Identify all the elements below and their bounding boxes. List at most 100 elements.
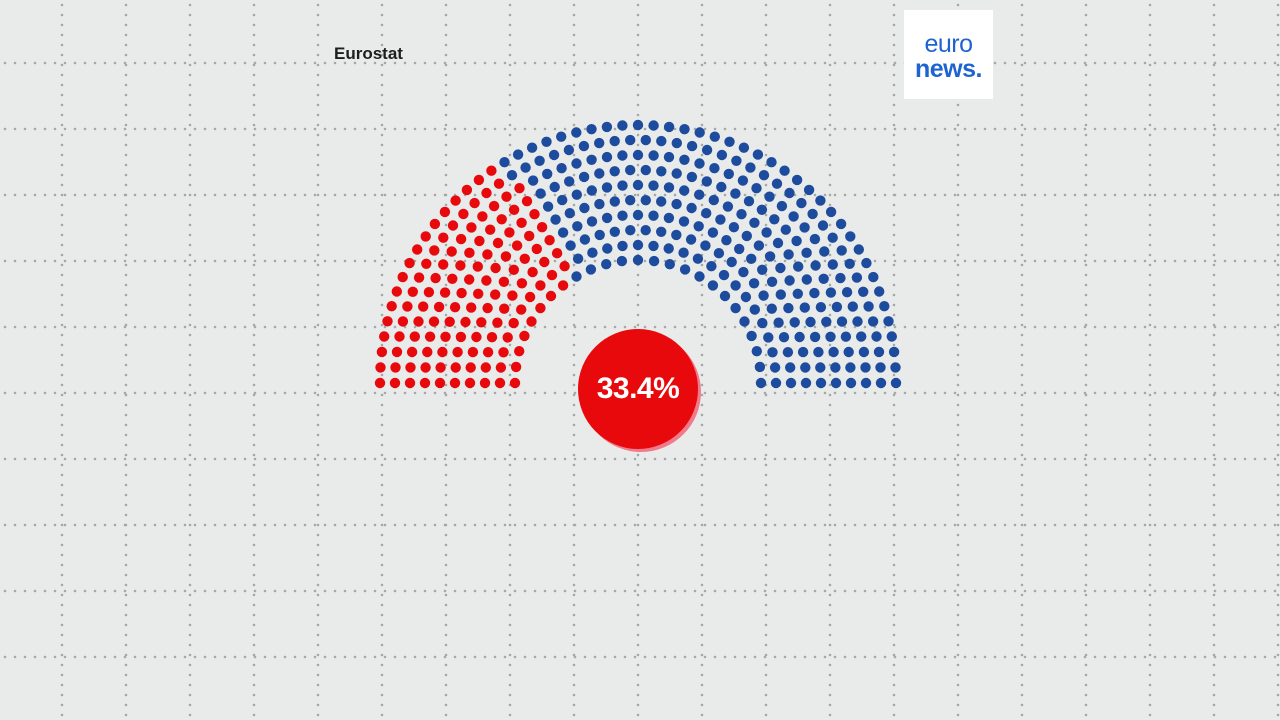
hemicycle-seat-highlighted — [545, 290, 557, 302]
hemicycle-seat-rest — [852, 316, 863, 327]
hemicycle-seat-rest — [686, 140, 698, 152]
percentage-badge-text: 33.4% — [596, 372, 680, 405]
hemicycle-seat-rest — [700, 240, 711, 251]
hemicycle-seat-highlighted — [535, 302, 546, 314]
hemicycle-seat-highlighted — [421, 258, 432, 269]
hemicycle-seat-rest — [883, 316, 894, 327]
hemicycle-seat-rest — [831, 301, 843, 313]
hemicycle-seat-rest — [873, 346, 885, 358]
hemicycle-seat-rest — [836, 316, 848, 327]
hemicycle-seat-rest — [664, 259, 675, 270]
hemicycle-seat-rest — [819, 246, 830, 257]
hemicycle-seat-highlighted — [498, 347, 509, 358]
hemicycle-seat-rest — [609, 196, 620, 207]
hemicycle-seat-rest — [828, 346, 839, 358]
hemicycle-seat-highlighted — [492, 237, 504, 249]
hemicycle-seat-rest — [632, 209, 644, 221]
hemicycle-seat-highlighted — [496, 214, 507, 225]
hemicycle-seat-rest — [844, 258, 855, 269]
hemicycle-seat-rest — [548, 149, 560, 161]
hemicycle-seat-rest — [679, 264, 691, 275]
hemicycle-seat-highlighted — [433, 301, 445, 313]
hemicycle-seat-rest — [526, 142, 538, 153]
hemicycle-seat-highlighted — [516, 304, 527, 315]
hemicycle-seat-rest — [617, 210, 628, 221]
hemicycle-seat-rest — [616, 255, 628, 267]
hemicycle-seat-rest — [716, 181, 727, 193]
hemicycle-seat-rest — [586, 185, 597, 196]
hemicycle-seat-highlighted — [394, 331, 405, 342]
hemicycle-seat-rest — [730, 302, 741, 314]
hemicycle-seat-rest — [803, 184, 815, 196]
hemicycle-seat-highlighted — [465, 362, 476, 373]
hemicycle-seat-highlighted — [516, 278, 528, 289]
hemicycle-seat-rest — [827, 259, 838, 270]
hemicycle-seat-highlighted — [500, 251, 512, 262]
hemicycle-seat-rest — [801, 274, 812, 285]
hemicycle-seat-highlighted — [502, 332, 513, 343]
hemicycle-seat-highlighted — [551, 248, 563, 259]
hemicycle-seat-highlighted — [516, 217, 527, 228]
hemicycle-seat-rest — [632, 254, 644, 266]
hemicycle-seat-rest — [587, 247, 598, 258]
hemicycle-seat-rest — [778, 332, 790, 343]
hemicycle-seat-rest — [602, 243, 613, 254]
hemicycle-seat-highlighted — [539, 256, 550, 268]
hemicycle-seat-rest — [719, 290, 731, 302]
hemicycle-seat-highlighted — [435, 362, 446, 373]
hemicycle-seat-highlighted — [405, 362, 416, 373]
logo-line-news: news. — [915, 55, 982, 83]
hemicycle-seat-rest — [527, 175, 539, 186]
hemicycle-seat-highlighted — [471, 331, 482, 343]
hemicycle-seat-rest — [875, 362, 886, 373]
hemicycle-seat-rest — [718, 269, 730, 281]
hemicycle-seat-rest — [724, 136, 735, 147]
hemicycle-seat-rest — [764, 191, 775, 202]
hemicycle-seat-rest — [818, 273, 829, 284]
hemicycle-seat-highlighted — [472, 261, 483, 272]
hemicycle-seat-rest — [753, 240, 765, 251]
hemicycle-seat-highlighted — [474, 235, 485, 247]
hemicycle-seat-rest — [748, 278, 760, 289]
hemicycle-seat-rest — [758, 170, 770, 181]
hemicycle-seat-highlighted — [449, 302, 461, 313]
hemicycle-seat-highlighted — [391, 346, 403, 358]
hemicycle-seat-highlighted — [455, 233, 467, 245]
hemicycle-seat-rest — [648, 180, 659, 191]
hemicycle-seat-highlighted — [428, 316, 440, 327]
hemicycle-seat-rest — [749, 304, 760, 315]
hemicycle-seat-rest — [784, 275, 795, 286]
hemicycle-seat-rest — [788, 211, 799, 222]
hemicycle-seat-rest — [815, 362, 826, 373]
hemicycle-seat-highlighted — [466, 302, 477, 313]
hemicycle-seat-rest — [723, 168, 734, 180]
hemicycle-seat-rest — [556, 163, 567, 174]
hemicycle-seat-rest — [640, 195, 651, 206]
hemicycle-seat-rest — [701, 144, 713, 156]
hemicycle-seat-rest — [512, 149, 524, 160]
hemicycle-seat-rest — [780, 224, 791, 235]
hemicycle-seat-rest — [648, 255, 660, 267]
hemicycle-seat-rest — [746, 253, 757, 264]
hemicycle-seat-rest — [535, 188, 546, 199]
hemicycle-seat-rest — [679, 185, 690, 196]
hemicycle-seat-rest — [825, 206, 837, 218]
hemicycle-seat-highlighted — [390, 362, 401, 373]
hemicycle-seat-rest — [827, 232, 838, 243]
hemicycle-seat-highlighted — [544, 235, 555, 246]
hemicycle-seat-rest — [671, 168, 682, 179]
hemicycle-seat-rest — [571, 189, 582, 200]
hemicycle-seat-rest — [571, 127, 582, 138]
hemicycle-seat-rest — [783, 302, 794, 314]
hemicycle-seat-highlighted — [424, 331, 436, 342]
hemicycle-seat-highlighted — [423, 287, 435, 298]
hemicycle-seat-rest — [678, 247, 689, 258]
hemicycle-seat-rest — [766, 157, 777, 168]
hemicycle-seat-rest — [601, 259, 612, 270]
hemicycle-seat-highlighted — [511, 240, 523, 251]
hemicycle-seat-highlighted — [477, 211, 488, 222]
hemicycle-seat-rest — [692, 253, 704, 264]
hemicycle-seat-highlighted — [456, 287, 467, 299]
hemicycle-seat-rest — [743, 196, 755, 207]
hemicycle-seat-highlighted — [460, 316, 471, 328]
